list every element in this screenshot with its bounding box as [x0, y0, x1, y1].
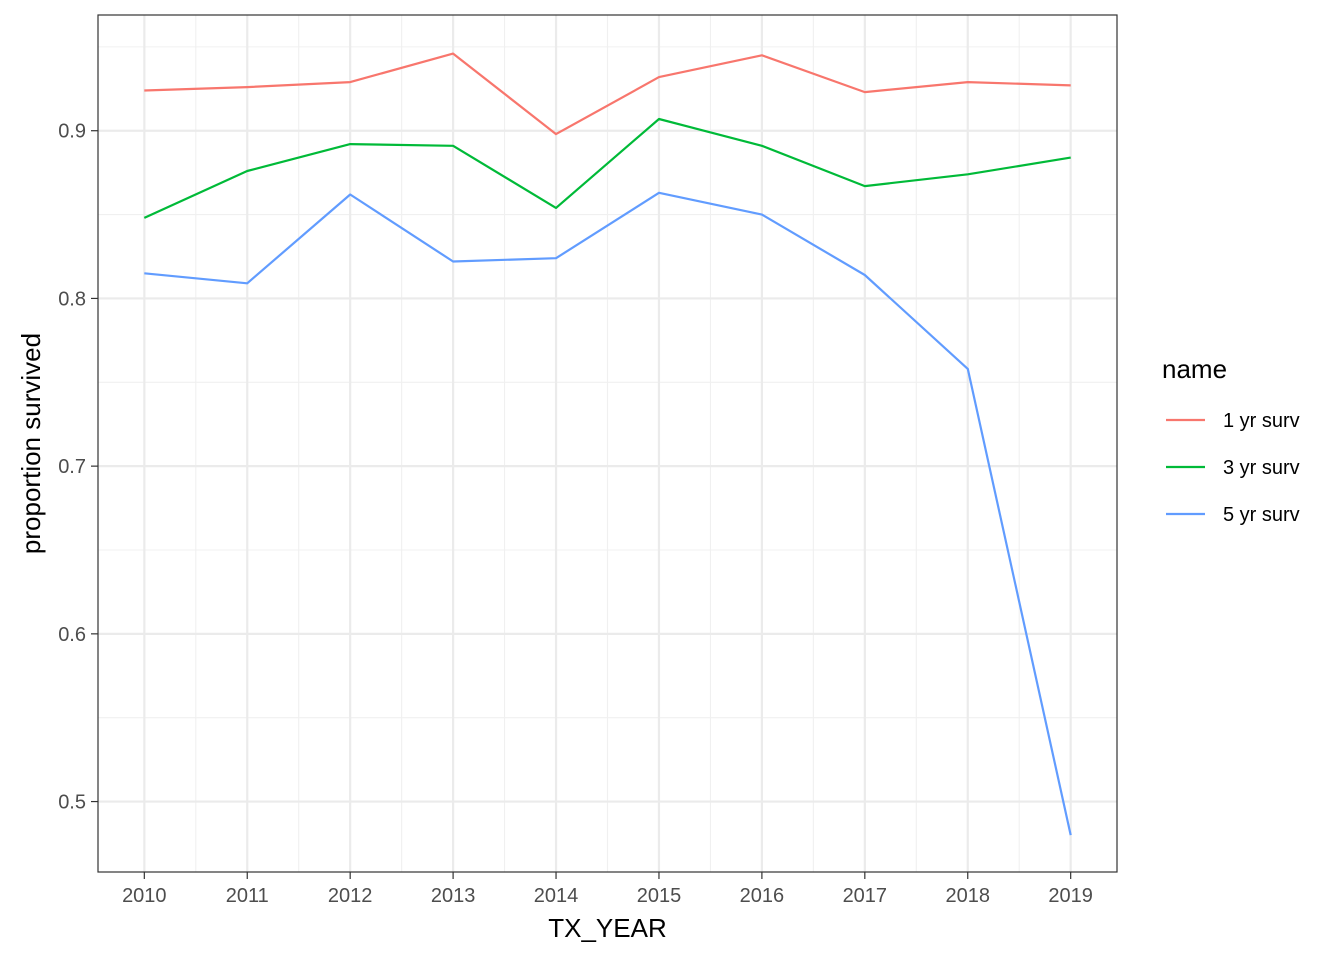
series-line-2 — [143, 117, 1071, 219]
x-tick-label: 2010 — [122, 885, 167, 907]
legend-label-1: 1 yr surv — [1223, 410, 1300, 432]
y-axis: 0.5 0.6 0.7 0.8 0.9 — [58, 121, 98, 814]
y-tick-label: 0.6 — [58, 624, 86, 646]
x-tick-label: 2016 — [740, 885, 785, 907]
x-tick-label: 2017 — [843, 885, 888, 907]
y-tick-label: 0.8 — [58, 288, 86, 310]
x-tick-label: 2012 — [328, 885, 373, 907]
series-line-1 — [144, 52, 1071, 136]
legend: name 1 yr surv 3 yr surv 5 yr surv — [1162, 354, 1300, 526]
grid-lines — [98, 15, 1117, 872]
x-tick-label: 2018 — [946, 885, 991, 907]
series-line-3 — [144, 191, 1072, 836]
x-tick-label: 2014 — [534, 885, 579, 907]
legend-title: name — [1162, 354, 1227, 384]
legend-label-2: 3 yr surv — [1223, 457, 1300, 479]
y-tick-label: 0.5 — [58, 792, 86, 814]
x-tick-label: 2011 — [226, 885, 269, 907]
y-tick-label: 0.7 — [58, 456, 86, 478]
x-axis-title: TX_YEAR — [548, 913, 667, 943]
series-lines — [143, 52, 1072, 836]
x-tick-label: 2013 — [431, 885, 476, 907]
x-tick-label: 2015 — [637, 885, 682, 907]
x-axis: 2010 2011 2012 2013 2014 2015 2016 2017 2018 2019 — [122, 872, 1093, 907]
panel-border — [97, 14, 1118, 873]
y-tick-label: 0.9 — [58, 121, 86, 143]
x-tick-label: 2019 — [1048, 885, 1093, 907]
legend-label-3: 5 yr surv — [1223, 504, 1300, 526]
y-axis-title: proportion survived — [16, 333, 46, 554]
